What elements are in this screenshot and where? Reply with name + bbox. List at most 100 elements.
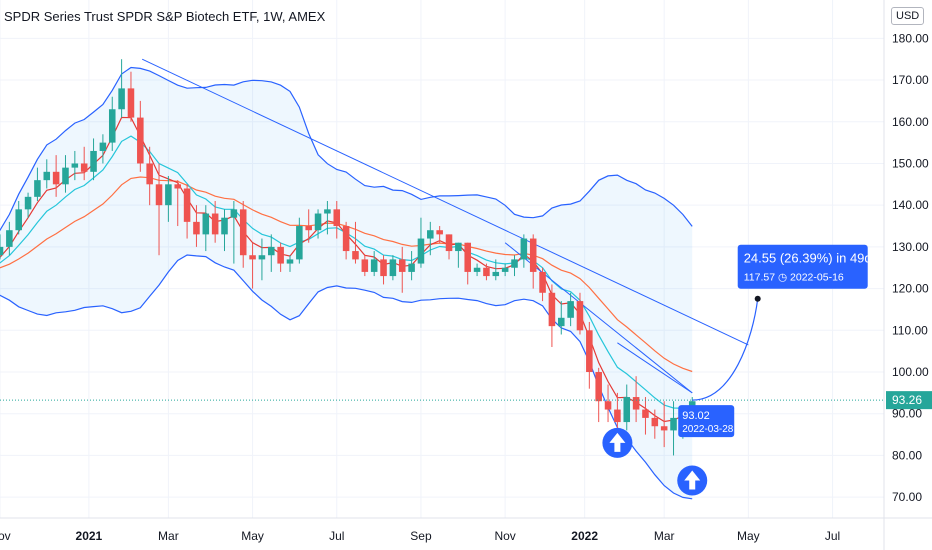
anchor-price: 93.02 bbox=[682, 410, 710, 422]
x-tick-label: Jul bbox=[329, 529, 344, 543]
candle-body bbox=[436, 230, 443, 235]
y-tick-label: 140.00 bbox=[892, 198, 929, 212]
x-tick-label: May bbox=[241, 529, 264, 543]
candle-body bbox=[529, 238, 537, 272]
candle-body bbox=[333, 209, 341, 227]
candle-body bbox=[623, 397, 631, 423]
candle-body bbox=[6, 230, 13, 247]
candle-body bbox=[258, 255, 266, 260]
candle-body bbox=[492, 271, 500, 277]
candle-body bbox=[165, 184, 172, 206]
candle-body bbox=[520, 238, 528, 260]
candle-body bbox=[296, 226, 303, 260]
candle-body bbox=[445, 234, 453, 252]
y-tick-label: 120.00 bbox=[892, 282, 929, 296]
x-axis: Nov 2021 Mar May Jul Sep Nov 2022 Mar May Jul bbox=[0, 529, 840, 543]
x-tick-label: Mar bbox=[158, 529, 179, 543]
candle-body bbox=[52, 171, 60, 185]
candle-body bbox=[15, 209, 22, 231]
candle-body bbox=[660, 426, 668, 431]
y-tick-label: 160.00 bbox=[892, 115, 929, 129]
candle-body bbox=[314, 213, 322, 231]
candle-body bbox=[305, 226, 312, 231]
candle-body bbox=[239, 209, 247, 256]
candle-body bbox=[557, 317, 565, 327]
candle-body bbox=[614, 409, 621, 423]
candle-body bbox=[586, 330, 593, 373]
candle-body bbox=[567, 301, 574, 318]
candle-body bbox=[342, 226, 350, 252]
candle-body bbox=[249, 255, 256, 260]
y-tick-label: 70.00 bbox=[892, 490, 922, 504]
candle-body bbox=[324, 209, 331, 214]
candle-body bbox=[370, 259, 378, 272]
last-price-tag bbox=[886, 391, 932, 410]
candle-body bbox=[24, 196, 32, 210]
band-area bbox=[0, 67, 693, 499]
candle-body bbox=[62, 167, 69, 185]
candle-body bbox=[473, 267, 481, 272]
candle-body bbox=[417, 238, 425, 264]
x-tick-label: Mar bbox=[654, 529, 675, 543]
candle-body bbox=[127, 88, 135, 118]
projection-curve bbox=[692, 298, 759, 401]
anchor-label-box bbox=[678, 405, 735, 438]
candle-body bbox=[539, 271, 546, 293]
candle-body bbox=[511, 259, 518, 268]
candle-body bbox=[277, 246, 284, 264]
candle-body bbox=[548, 292, 556, 327]
candle-body bbox=[483, 267, 490, 277]
y-tick-label: 110.00 bbox=[892, 323, 928, 337]
candle-body bbox=[455, 242, 462, 252]
candle-body bbox=[118, 88, 125, 110]
candle-body bbox=[137, 117, 144, 164]
upper-band-line bbox=[0, 66, 693, 232]
candle-body bbox=[380, 259, 387, 277]
projection-sublabel: 117.57 ◷ 2022-05-16 bbox=[744, 272, 844, 284]
candles bbox=[0, 59, 696, 456]
x-tick-label: 2022 bbox=[571, 529, 598, 543]
x-tick-label: Nov bbox=[494, 529, 515, 543]
bollinger-band-fill bbox=[0, 67, 693, 499]
candle-body bbox=[398, 259, 406, 272]
candle-body bbox=[80, 163, 88, 172]
candle-body bbox=[155, 184, 163, 206]
lower-band-line bbox=[0, 254, 693, 500]
candle-body bbox=[230, 209, 238, 218]
x-tick-label: 2021 bbox=[76, 529, 103, 543]
candle-body bbox=[576, 301, 584, 331]
annotations: 24.55 (26.39%) in 49d 117.57 ◷ 2022-05-16… bbox=[0, 244, 884, 496]
candle-body bbox=[174, 184, 182, 189]
up-arrow-glyph bbox=[684, 470, 701, 490]
x-tick-label: Nov bbox=[0, 529, 11, 543]
candle-body bbox=[108, 109, 116, 143]
currency-button[interactable]: USD bbox=[891, 7, 925, 25]
candle-body bbox=[268, 246, 275, 256]
candle-body bbox=[389, 259, 397, 277]
y-tick-label: 150.00 bbox=[892, 156, 929, 170]
candle-body bbox=[642, 409, 649, 418]
candle-body bbox=[286, 259, 294, 264]
candle-body bbox=[146, 163, 153, 185]
candle-body bbox=[34, 180, 41, 197]
trend-line-upper bbox=[141, 58, 749, 346]
candle-body bbox=[595, 372, 602, 402]
candle-body bbox=[501, 267, 509, 272]
candle-body bbox=[604, 401, 612, 410]
candle-body bbox=[632, 397, 640, 410]
candle-body bbox=[361, 259, 369, 272]
candle-body bbox=[99, 142, 107, 151]
candle-body bbox=[183, 188, 191, 222]
candle-body bbox=[464, 242, 471, 272]
candle-body bbox=[221, 217, 228, 235]
trend-line-short bbox=[617, 342, 693, 394]
candle-body bbox=[71, 163, 79, 168]
candle-body bbox=[651, 417, 659, 427]
y-tick-label: 170.00 bbox=[892, 73, 929, 87]
y-tick-label: 100.00 bbox=[892, 365, 929, 379]
y-tick-label: 130.00 bbox=[892, 240, 929, 254]
candle-body bbox=[427, 230, 434, 239]
